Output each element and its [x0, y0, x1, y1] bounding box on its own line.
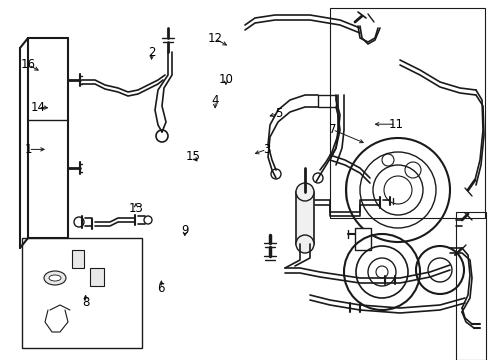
- Text: 10: 10: [218, 73, 233, 86]
- Bar: [295, 192, 313, 244]
- Bar: [22, 238, 142, 348]
- Text: 2: 2: [147, 46, 155, 59]
- Text: 9: 9: [181, 224, 188, 237]
- Text: 15: 15: [185, 150, 200, 163]
- Text: 12: 12: [207, 32, 222, 45]
- Bar: [72, 250, 84, 268]
- Bar: [90, 268, 104, 286]
- Text: 3: 3: [262, 143, 270, 156]
- Text: 4: 4: [211, 94, 219, 107]
- Circle shape: [295, 235, 313, 253]
- Bar: [329, 8, 484, 218]
- Text: 8: 8: [81, 296, 89, 309]
- Ellipse shape: [44, 271, 66, 285]
- Bar: [354, 228, 370, 250]
- Text: 13: 13: [128, 202, 143, 215]
- Bar: [317, 95, 335, 107]
- Text: 11: 11: [388, 118, 403, 131]
- Text: 5: 5: [274, 107, 282, 120]
- Circle shape: [295, 183, 313, 201]
- Text: 14: 14: [31, 101, 45, 114]
- Bar: [455, 212, 485, 360]
- Ellipse shape: [49, 275, 61, 281]
- Text: 16: 16: [21, 58, 36, 71]
- Text: 6: 6: [157, 282, 165, 294]
- Text: 7: 7: [328, 123, 336, 136]
- Text: 1: 1: [24, 143, 32, 156]
